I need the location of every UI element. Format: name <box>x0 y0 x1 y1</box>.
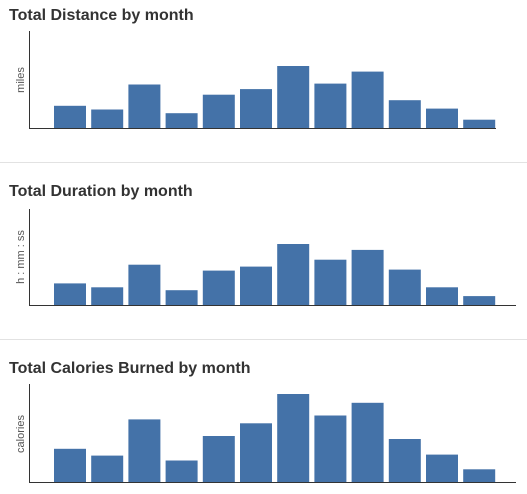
bar-month-2 <box>91 455 124 482</box>
bar-month-3 <box>128 84 161 128</box>
section-divider <box>0 162 527 163</box>
bar-month-6 <box>240 89 272 128</box>
bar-month-11 <box>426 454 458 482</box>
bar-month-12 <box>463 469 496 482</box>
bar-month-5 <box>202 94 235 128</box>
distance-bar-chart: miles <box>15 31 496 129</box>
bar-month-11 <box>426 108 458 128</box>
y-axis-label: h : mm : ss <box>15 230 27 284</box>
bars-group <box>54 66 496 128</box>
bar-month-1 <box>54 448 86 482</box>
bar-month-5 <box>202 436 235 482</box>
bar-month-9 <box>351 402 384 482</box>
bar-month-8 <box>314 259 347 305</box>
calories-chart-panel: Total Calories Burned by month calories <box>0 340 527 494</box>
bar-month-5 <box>202 270 235 305</box>
bar-month-9 <box>351 71 384 128</box>
bar-month-2 <box>91 109 124 128</box>
y-axis-label: miles <box>15 67 27 93</box>
chart-title: Total Duration by month <box>9 183 193 200</box>
bar-month-4 <box>165 290 198 305</box>
bar-month-4 <box>165 113 198 128</box>
bars-group <box>54 394 496 482</box>
duration-bar-chart: h : mm : ss <box>15 209 516 306</box>
bar-month-10 <box>388 269 421 305</box>
bar-month-2 <box>91 287 124 305</box>
bar-month-8 <box>314 83 347 128</box>
bar-month-12 <box>463 119 496 128</box>
y-axis-label: calories <box>15 415 27 453</box>
bar-month-3 <box>128 419 161 482</box>
chart-title: Total Distance by month <box>9 7 194 24</box>
bar-month-9 <box>351 249 384 305</box>
bar-month-3 <box>128 264 161 305</box>
calories-bar-chart: calories <box>15 384 516 483</box>
duration-chart-panel: Total Duration by month h : mm : ss <box>0 163 527 339</box>
bar-month-12 <box>463 296 496 305</box>
chart-title: Total Calories Burned by month <box>9 360 251 377</box>
bar-month-7 <box>277 394 310 482</box>
bar-month-7 <box>277 66 310 128</box>
bar-month-8 <box>314 415 347 482</box>
bar-month-1 <box>54 105 86 128</box>
bars-group <box>54 244 496 305</box>
bar-month-6 <box>240 423 272 482</box>
bar-month-10 <box>388 439 421 482</box>
bar-month-4 <box>165 460 198 482</box>
bar-month-10 <box>388 100 421 128</box>
bar-month-7 <box>277 244 310 305</box>
bar-month-11 <box>426 287 458 305</box>
bar-month-6 <box>240 266 272 305</box>
section-divider <box>0 339 527 340</box>
bar-month-1 <box>54 283 86 305</box>
distance-chart-panel: Total Distance by month miles <box>0 0 527 162</box>
